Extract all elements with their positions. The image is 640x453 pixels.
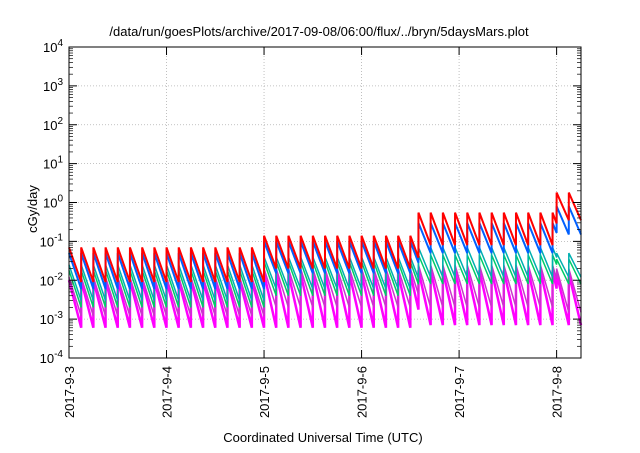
y-tick-label: 10-4	[40, 349, 64, 366]
series-layer	[67, 192, 583, 329]
x-tick-label: 2017-9-8	[550, 366, 565, 418]
series-line	[68, 192, 582, 283]
y-tick-label: 103	[43, 77, 63, 94]
x-tick-label: 2017-9-6	[355, 366, 370, 418]
x-tick-label: 2017-9-5	[257, 366, 272, 418]
ticks: 10-4 10-3 10-2 10-1 100 101 102 103 104 2017-9-3 2…	[40, 38, 581, 418]
x-tick-label: 2017-9-7	[452, 366, 467, 418]
y-tick-label: 10-1	[40, 232, 64, 249]
series-line	[68, 254, 582, 308]
y-tick-label: 101	[43, 155, 63, 172]
series-line	[68, 205, 582, 290]
y-tick-label: 10-2	[40, 271, 64, 288]
y-axis-label: cGy/day	[25, 185, 40, 233]
x-axis-label: Coordinated Universal Time (UTC)	[223, 430, 422, 445]
series-line	[68, 247, 582, 301]
x-tick-label: 2017-9-3	[62, 366, 77, 418]
chart-title: /data/run/goesPlots/archive/2017-09-08/0…	[109, 24, 529, 39]
y-tick-label: 104	[43, 38, 63, 55]
y-tick-label: 102	[43, 116, 63, 133]
x-tick-label: 2017-9-4	[160, 366, 175, 418]
series-line	[68, 264, 582, 317]
y-tick-label: 100	[43, 194, 63, 211]
y-tick-label: 10-3	[40, 310, 64, 327]
series-line	[67, 270, 583, 329]
